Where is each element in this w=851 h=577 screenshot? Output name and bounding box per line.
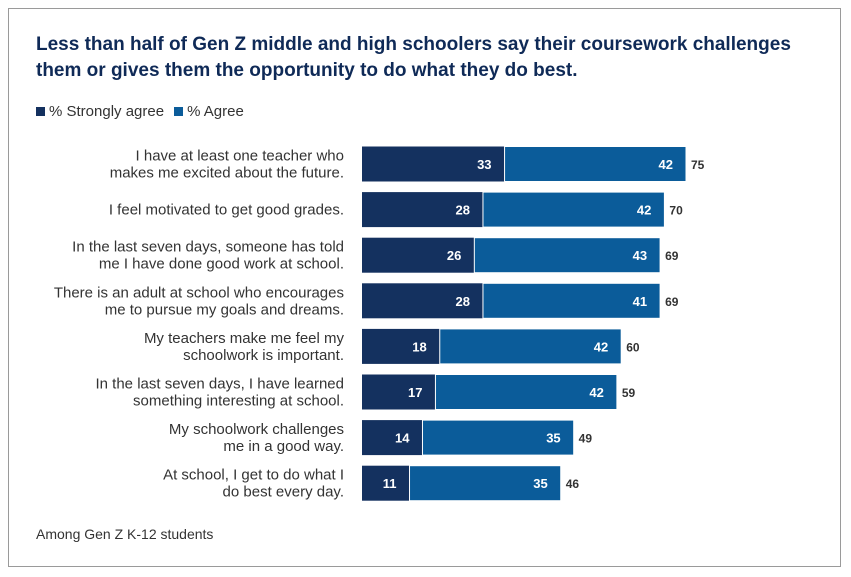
legend-swatch-agree — [174, 106, 184, 116]
bar-value-strongly-agree: 11 — [383, 476, 397, 491]
bar-value-agree: 43 — [633, 248, 647, 263]
category-label: I have at least one teacher who makes me … — [110, 148, 344, 182]
category-label: There is an adult at school who encourag… — [54, 284, 344, 318]
legend-label-agree: % Agree — [187, 102, 244, 120]
legend-label-strongly-agree: % Strongly agree — [49, 102, 165, 120]
bar-agree — [434, 374, 618, 410]
bar-value-strongly-agree: 17 — [408, 385, 422, 400]
bar-agree — [473, 237, 661, 274]
bar-value-agree: 42 — [659, 157, 673, 172]
bar-total-label: 60 — [626, 340, 640, 354]
bar-strongly-agree — [362, 237, 475, 273]
bar-strongly-agree — [362, 192, 483, 228]
bar-value-strongly-agree: 18 — [412, 339, 426, 354]
bar-strongly-agree — [362, 465, 410, 501]
bar-total-label: 69 — [665, 249, 679, 263]
bar-total-label: 46 — [566, 477, 580, 491]
bar-agree — [504, 146, 687, 182]
bar-agree — [439, 328, 622, 365]
legend-item-agree: % Agree — [174, 103, 244, 120]
chart-title: Less than half of Gen Z middle and high … — [36, 34, 791, 81]
category-label: In the last seven days, someone has told… — [72, 239, 344, 273]
bar-total-label: 69 — [665, 295, 679, 309]
category-label: My schoolwork challenges me in a good way… — [169, 421, 344, 455]
bar-value-agree: 35 — [533, 476, 547, 491]
bar-value-agree: 42 — [594, 339, 608, 354]
legend-swatch-strongly-agree — [36, 106, 45, 116]
bar-total-label: 70 — [669, 204, 683, 218]
bar-strongly-agree — [362, 146, 505, 182]
bar-total-label: 59 — [622, 386, 636, 400]
bar-value-agree: 42 — [637, 203, 651, 218]
bar-strongly-agree — [362, 283, 483, 319]
category-label: I feel motivated to get good grades. — [109, 202, 344, 219]
bar-value-agree: 41 — [633, 294, 647, 309]
bar-agree — [421, 419, 575, 456]
chart-frame — [8, 8, 841, 567]
bar-strongly-agree — [362, 374, 436, 410]
footnote: Among Gen Z K-12 students — [36, 526, 214, 542]
bar-total-label: 49 — [579, 432, 593, 446]
legend-item-strongly-agree: % Strongly agree — [36, 103, 164, 120]
bar-strongly-agree — [362, 328, 440, 364]
bar-agree — [482, 191, 665, 228]
bar-agree — [409, 465, 562, 502]
bar-value-agree: 42 — [589, 385, 603, 400]
legend: % Strongly agree % Agree — [36, 101, 254, 121]
category-label: In the last seven days, I have learned so… — [96, 376, 345, 410]
bar-value-strongly-agree: 14 — [395, 431, 410, 446]
bar-value-strongly-agree: 28 — [455, 203, 469, 218]
bar-value-strongly-agree: 33 — [477, 157, 491, 172]
category-label: My teachers make me feel my schoolwork is… — [144, 330, 345, 364]
bar-total-label: 75 — [691, 158, 705, 172]
bar-strongly-agree — [362, 420, 423, 456]
bar-value-strongly-agree: 26 — [447, 248, 461, 263]
bar-agree — [482, 282, 661, 319]
bar-value-agree: 35 — [546, 431, 560, 446]
bar-value-strongly-agree: 28 — [455, 294, 469, 309]
